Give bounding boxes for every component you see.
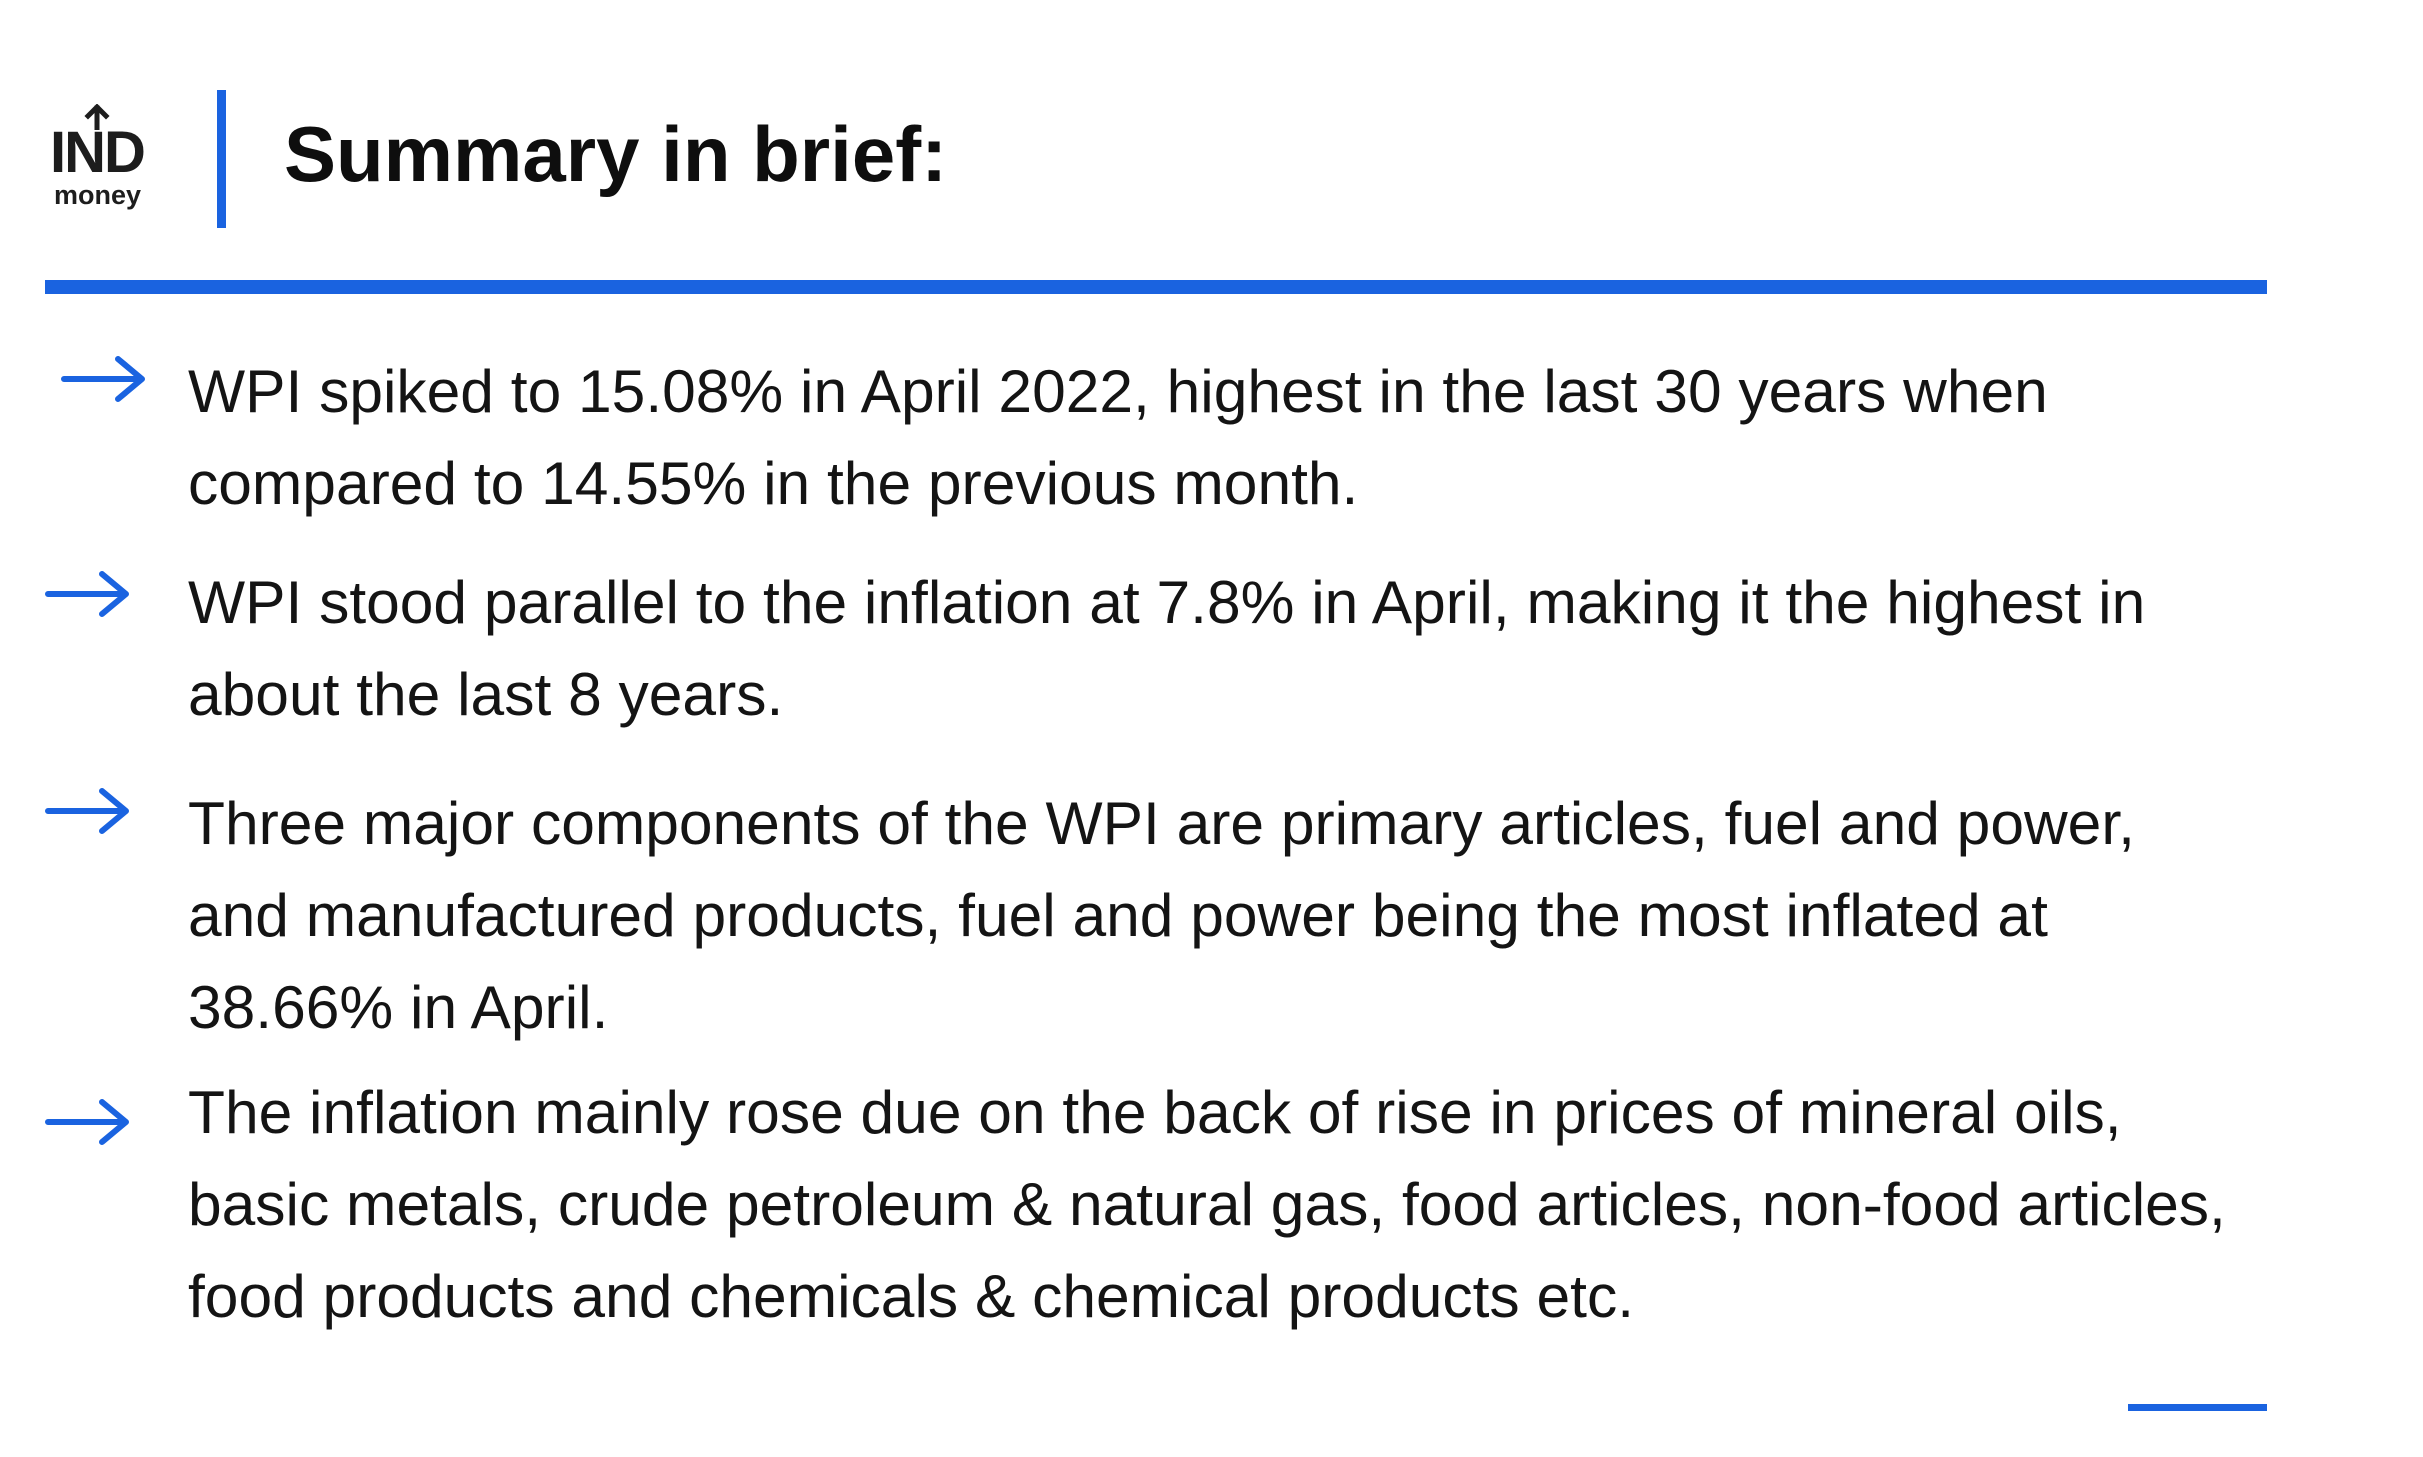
logo-subtext: money: [54, 180, 142, 210]
logo-text: IND: [50, 120, 146, 185]
summary-item-text: WPI stood parallel to the inflation at 7…: [188, 568, 2146, 728]
header-divider: [45, 280, 2267, 294]
header-vertical-divider: [217, 90, 226, 228]
page-title: Summary in brief:: [284, 110, 948, 198]
indmoney-logo: IND money: [46, 104, 156, 214]
arrow-right-icon: [45, 788, 129, 834]
summary-item-text: Three major components of the WPI are pr…: [188, 789, 2135, 1041]
summary-item-text: WPI spiked to 15.08% in April 2022, high…: [188, 357, 2048, 517]
logo-arrow-up-icon: [84, 104, 110, 130]
arrow-right-icon: [61, 356, 145, 402]
header: IND money Summary in brief:: [0, 0, 2423, 300]
summary-item-text: The inflation mainly rose due on the bac…: [188, 1078, 2226, 1330]
arrow-right-icon: [45, 1099, 129, 1145]
arrow-right-icon: [45, 571, 129, 617]
footer-divider: [2128, 1404, 2267, 1411]
